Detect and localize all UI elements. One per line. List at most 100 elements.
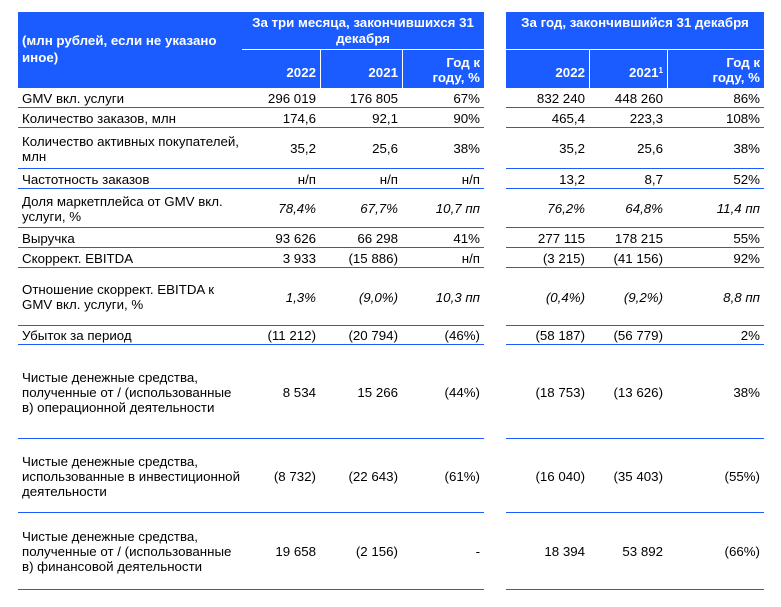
row-value: (46%) <box>444 328 480 343</box>
units-note: (млн рублей, если не указано иное) <box>22 33 217 65</box>
row-value: 174,6 <box>282 110 316 126</box>
row-value: (56 779) <box>613 328 663 343</box>
row-value: 18 394 <box>544 544 585 559</box>
group-title-year: За год, закончившийся 31 декабря <box>506 12 764 50</box>
table-row: Количество заказов, млн 174,6 92,1 90% 465,4… <box>0 108 781 128</box>
row-divider <box>506 188 764 189</box>
row-value: 90% <box>453 110 480 126</box>
row-divider <box>506 589 764 590</box>
row-value: (11 212) <box>267 328 316 343</box>
row-label: Чистые денежные средства, полученные от … <box>22 529 232 574</box>
row-label: Количество заказов, млн <box>22 110 176 126</box>
row-value: 11,4 пп <box>716 201 760 216</box>
row-value: 448 260 <box>614 91 663 106</box>
row-value: н/п <box>461 171 480 187</box>
row-value: 25,6 <box>637 141 663 156</box>
row-value: 223,3 <box>629 110 663 126</box>
row-divider <box>18 438 484 439</box>
row-value: 76,2% <box>547 201 585 216</box>
row-label: Количество активных покупателей, млн <box>22 133 239 164</box>
row-value: (18 753) <box>535 384 585 400</box>
row-value: 35,2 <box>290 141 316 156</box>
row-value: 67,7% <box>360 201 398 216</box>
row-value: 2% <box>740 328 760 343</box>
row-value: 277 115 <box>537 230 585 246</box>
row-label: Доля маркетплейса от GMV вкл. услуги, % <box>22 193 223 224</box>
row-value: 10,3 пп <box>435 289 480 305</box>
row-divider <box>18 227 484 228</box>
row-value: (2 156) <box>355 544 398 559</box>
table-row: Доля маркетплейса от GMV вкл. услуги, % 7… <box>0 189 781 228</box>
row-value: 1,3% <box>285 289 316 305</box>
row-divider <box>18 107 484 108</box>
row-value: 832 240 <box>536 91 585 106</box>
row-value: (9,0%) <box>358 289 398 305</box>
header-col-2022-q: 2022 <box>286 65 316 80</box>
row-value: (3 215) <box>542 250 585 266</box>
row-value: (0,4%) <box>545 289 585 305</box>
row-divider <box>18 247 484 248</box>
row-value: 8,8 пп <box>723 289 760 305</box>
row-value: н/п <box>461 250 480 266</box>
row-value: 8 534 <box>282 384 316 400</box>
row-divider <box>18 344 484 345</box>
table-row: Выручка 93 626 66 298 41% 277 115 178 215 55% <box>0 228 781 248</box>
row-value: (16 040) <box>535 468 585 484</box>
table-header-label: (млн рублей, если не указано иное) <box>18 12 242 88</box>
row-value: 465,4 <box>551 110 585 126</box>
row-value: 92% <box>733 250 760 266</box>
table-row: Частотность заказов н/п н/п н/п 13,2 8,7 52% <box>0 169 781 189</box>
row-value: 35,2 <box>559 141 585 156</box>
table-row: Убыток за период (11 212) (20 794) (46%) (58… <box>0 326 781 345</box>
header-col-2021-q: 2021 <box>320 50 402 88</box>
row-value: (9,2%) <box>623 289 663 305</box>
row-value: 93 626 <box>275 230 316 246</box>
row-value: 38% <box>733 141 760 156</box>
row-value: (13 626) <box>613 384 663 400</box>
row-divider <box>18 512 484 513</box>
row-divider <box>506 438 764 439</box>
row-value: 13,2 <box>559 171 585 187</box>
row-value: 66 298 <box>357 230 398 246</box>
row-label: Чистые денежные средства, использованные… <box>22 453 241 499</box>
row-value: 64,8% <box>625 201 663 216</box>
row-value: 41% <box>453 230 480 246</box>
row-divider <box>506 247 764 248</box>
row-value: 8,7 <box>644 171 664 187</box>
row-value: (61%) <box>444 468 480 484</box>
row-divider <box>18 589 484 590</box>
row-value: (20 794) <box>348 328 398 343</box>
header-group-year: За год, закончившийся 31 декабря 2022 20… <box>506 12 764 88</box>
table-row: Чистые денежные средства, полученные от … <box>0 513 781 590</box>
row-value: (58 187) <box>535 328 585 343</box>
row-value: 19 658 <box>275 544 316 559</box>
table-row: GMV вкл. услуги 296 019 176 805 67% 832 240 4… <box>0 89 781 108</box>
row-divider <box>18 127 484 128</box>
group-title-three-months: За три месяца, закончившихся 31 декабря <box>242 12 484 50</box>
header-group-three-months: За три месяца, закончившихся 31 декабря … <box>242 12 484 88</box>
header-col-yoy-y: Год к году, % <box>667 50 764 88</box>
row-value: 108% <box>725 110 760 126</box>
header-col-2021-y: 20211 <box>589 50 667 88</box>
table-row: Чистые денежные средства, использованные… <box>0 439 781 513</box>
header-col-yoy-q: Год к году, % <box>402 50 484 88</box>
table-row: Количество активных покупателей, млн 35,2… <box>0 128 781 169</box>
row-divider <box>506 168 764 169</box>
row-label: Выручка <box>22 230 75 246</box>
row-label: Скоррект. EBITDA <box>22 250 134 266</box>
row-divider <box>506 344 764 345</box>
row-value: 67% <box>453 91 480 106</box>
row-value: 52% <box>733 171 760 187</box>
row-value: 38% <box>733 384 760 400</box>
row-value: 86% <box>733 91 760 106</box>
row-value: 296 019 <box>267 91 316 106</box>
row-label: Частотность заказов <box>22 171 150 187</box>
header-col-2022-y: 2022 <box>555 65 585 80</box>
row-value: - <box>475 544 480 559</box>
row-divider <box>18 188 484 189</box>
row-value: 55% <box>733 230 760 246</box>
footnote-marker: 1 <box>658 66 663 75</box>
row-value: 15 266 <box>357 384 398 400</box>
row-value: (15 886) <box>348 250 398 266</box>
row-value: (44%) <box>444 384 480 400</box>
